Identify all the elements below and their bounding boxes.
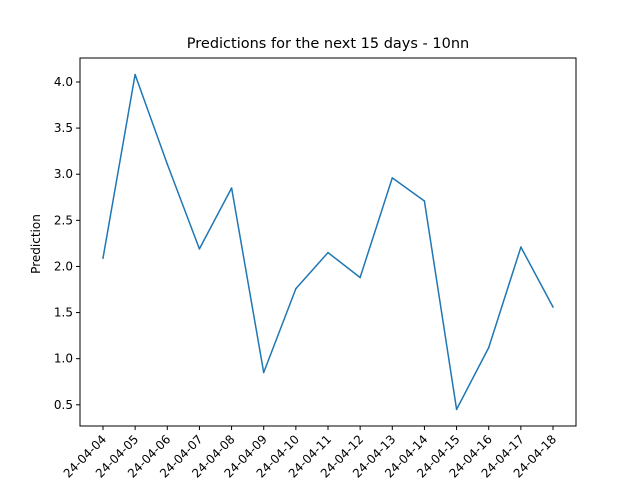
y-tick-label: 2.0 bbox=[54, 259, 73, 273]
y-tick-label: 3.0 bbox=[54, 167, 73, 181]
data-point bbox=[166, 163, 169, 165]
data-point bbox=[230, 187, 233, 189]
chart-title: Predictions for the next 15 days - 10nn bbox=[187, 36, 469, 52]
data-point bbox=[102, 257, 104, 259]
data-point bbox=[359, 276, 361, 279]
y-tick-label: 3.5 bbox=[54, 121, 73, 135]
y-axis-label: Prediction bbox=[29, 214, 43, 274]
data-point bbox=[423, 200, 426, 202]
y-tick-label: 0.5 bbox=[54, 398, 73, 412]
x-axis: 24-04-0424-04-0524-04-0624-04-0724-04-08… bbox=[61, 426, 559, 481]
y-axis: 0.5 1.0 1.5 2.0 2.5 3.0 3.5 4.0 bbox=[54, 75, 80, 412]
plot-frame bbox=[79, 57, 577, 427]
y-tick-label: 2.5 bbox=[54, 213, 73, 227]
data-point bbox=[262, 371, 265, 374]
data-point bbox=[134, 73, 136, 76]
data-point bbox=[198, 248, 201, 250]
data-point bbox=[552, 306, 554, 308]
data-point bbox=[455, 408, 458, 411]
y-tick-label: 1.0 bbox=[54, 352, 73, 366]
data-point bbox=[487, 346, 490, 349]
series-layer bbox=[102, 73, 554, 411]
y-tick-label: 4.0 bbox=[54, 75, 73, 89]
y-tick-label: 1.5 bbox=[54, 306, 73, 320]
data-point bbox=[327, 251, 329, 254]
data-point bbox=[295, 287, 297, 290]
data-point bbox=[391, 177, 394, 179]
data-point bbox=[520, 246, 522, 248]
series-line bbox=[102, 73, 554, 411]
